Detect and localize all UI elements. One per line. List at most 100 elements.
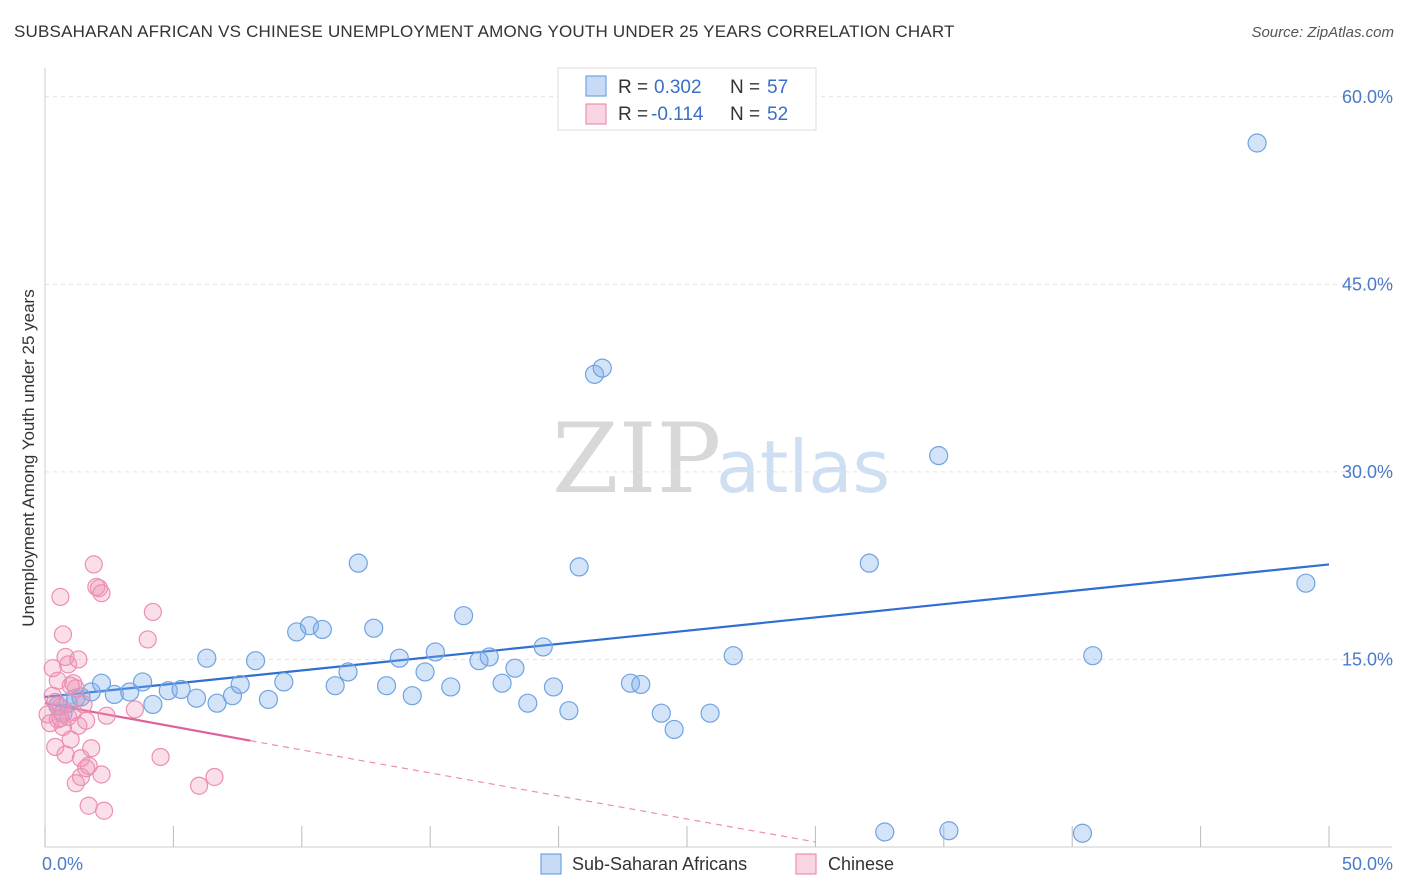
chinese-point-29 [82,739,101,758]
legend-n-label-2: N = [730,104,760,125]
legend-n-label-1: N = [730,77,760,98]
subsaharan-point-7 [104,684,124,705]
subsaharan-point-17 [230,674,250,695]
y-axis-label: Unemployment Among Youth under 25 years [19,289,38,626]
subsaharan-point-43 [569,557,589,577]
chinese-point-33 [92,765,111,784]
subsaharan-point-57 [1083,646,1103,666]
subsaharan-point-26 [348,553,368,573]
subsaharan-point-34 [453,606,474,626]
subsaharan-point-18 [245,651,266,671]
subsaharan-point-19 [258,689,279,710]
subsaharan-point-9 [132,672,153,692]
subsaharan-point-16 [222,686,243,706]
subsaharan-point-31 [415,662,435,682]
y-tick-label-1: 30.0% [1342,462,1393,482]
subsaharan-point-52 [859,553,879,573]
legend-box: R = 0.302 N = 57 R = -0.114 N = 52 [557,67,817,131]
subsaharan-point-14 [197,648,217,668]
subsaharan-point-37 [492,673,512,693]
trend-lines [44,563,1330,843]
y-tick-label-0: 15.0% [1342,649,1393,669]
chinese-point-45 [46,692,65,712]
subsaharan-point-42 [559,701,579,721]
subsaharan-point-41 [543,677,564,697]
subsaharan-point-28 [376,676,397,696]
legend-r-value-1: 0.302 [654,77,702,98]
x-tick-label-1: 50.0% [1342,854,1393,874]
watermark-zip: ZIP [552,403,721,515]
chinese-point-26 [76,759,96,778]
subsaharan-point-29 [389,648,409,668]
chinese-point-37 [125,700,144,719]
subsaharan-point-39 [518,693,538,713]
subsaharan-point-12 [171,679,191,700]
legend-r-value-2: -0.114 [651,104,704,125]
bottom-legend-swatch-pink [795,853,817,875]
watermark-atlas: atlas [716,425,890,509]
chinese-trend-extension [250,740,816,843]
chinese-point-30 [84,555,103,574]
subsaharan-point-47 [631,674,651,695]
chinese-point-38 [138,630,157,649]
bottom-legend-label-1: Sub-Saharan Africans [572,854,747,874]
subsaharan-point-44 [584,364,605,384]
source-label: Source: ZipAtlas.com [1251,24,1394,41]
grid-lines [45,96,1392,660]
subsaharan-point-20 [274,672,294,692]
subsaharan-point-32 [425,642,445,662]
chart-title: SUBSAHARAN AFRICAN VS CHINESE UNEMPLOYME… [14,22,955,41]
chinese-point-35 [94,801,114,820]
subsaharan-point-22 [299,616,320,636]
legend-swatch-blue [585,75,607,97]
chinese-point-43 [51,709,70,728]
subsaharan-point-54 [929,446,949,466]
chinese-point-4 [46,737,65,757]
y-tick-label-2: 45.0% [1342,274,1393,294]
subsaharan-point-35 [469,651,489,671]
subsaharan-point-56 [1072,823,1093,843]
chinese-point-14 [59,655,78,674]
chinese-point-25 [76,711,96,730]
subsaharan-point-10 [143,694,163,715]
legend-n-value-2: 52 [767,104,788,125]
chinese-point-20 [69,650,88,669]
chinese-point-7 [51,587,70,607]
legend-n-value-1: 57 [767,77,788,98]
data-points [38,133,1316,843]
subsaharan-point-45 [592,358,612,378]
subsaharan-point-51 [723,646,743,666]
subsaharan-point-15 [207,693,227,713]
subsaharan-trend-line [44,563,1330,699]
subsaharan-point-46 [620,673,641,693]
chinese-point-15 [61,730,80,749]
subsaharan-point-38 [505,658,525,678]
subsaharan-point-33 [441,677,461,697]
chinese-point-19 [66,679,85,698]
bottom-legend-label-2: Chinese [828,854,894,874]
legend-r-label-1: R = [618,77,648,98]
subsaharan-point-58 [1247,133,1267,153]
subsaharan-point-8 [120,682,140,702]
subsaharan-point-25 [338,662,358,682]
subsaharan-point-36 [479,647,499,667]
chinese-point-32 [89,579,109,598]
subsaharan-point-24 [325,676,345,696]
subsaharan-point-27 [364,618,384,638]
axes [44,68,1392,848]
subsaharan-point-49 [664,719,684,740]
bottom-legend-swatch-blue [540,853,562,875]
chinese-point-34 [92,584,111,603]
subsaharan-point-6 [91,673,112,693]
legend-r-label-2: R = [618,104,648,125]
subsaharan-point-53 [875,822,895,842]
y-tick-label-3: 60.0% [1342,87,1393,107]
bottom-legend: Sub-Saharan Africans Chinese [540,853,894,875]
chinese-point-44 [61,676,80,695]
subsaharan-point-23 [312,619,332,640]
subsaharan-point-59 [1296,573,1316,593]
chinese-point-28 [79,796,98,815]
chinese-point-39 [143,602,162,622]
subsaharan-point-50 [700,703,720,723]
